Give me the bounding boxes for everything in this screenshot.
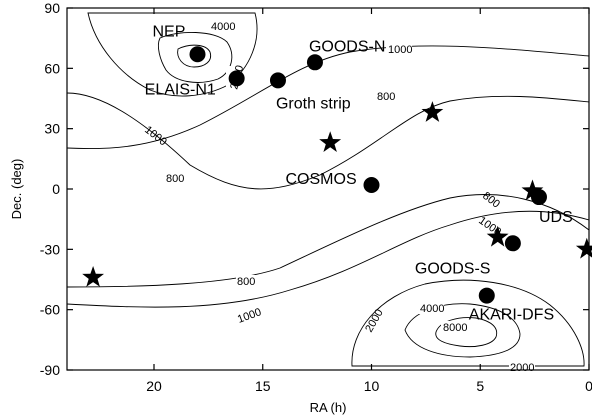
contour-label-800-north-right: 800 [377, 91, 395, 103]
contour-1000-south [67, 210, 589, 308]
contour-label-800-north-left: 800 [166, 173, 184, 185]
contour-label-800-south-right: 800 [480, 190, 502, 211]
y-tick-label: 90 [44, 0, 60, 16]
contour-label-8000-south: 8000 [443, 322, 467, 334]
contour-4000-north [157, 31, 233, 83]
field-markers [189, 46, 547, 304]
field-label: UDS [539, 209, 573, 226]
contour-label-2000-south-left: 2000 [363, 307, 386, 334]
contour-2000-south [351, 279, 585, 367]
contour-label-2000-south-bottom: 2000 [510, 362, 534, 374]
y-axis-label: Dec. (deg) [9, 159, 24, 220]
y-tick-label: 60 [44, 60, 60, 76]
field-label: ELAIS-N1 [145, 81, 216, 98]
star-marker [82, 266, 104, 287]
contour-8000-north [177, 44, 212, 68]
field-marker [189, 46, 206, 63]
star-marker [521, 179, 544, 201]
field-label: GOODS-S [415, 260, 491, 277]
field-label: GOODS-N [309, 38, 385, 55]
x-axis-label: RA (h) [310, 400, 347, 415]
star-marker [575, 237, 592, 259]
contour-label-1000-north-left: 1000 [142, 124, 169, 149]
field-marker [228, 70, 245, 87]
y-tick-label: 30 [44, 121, 60, 137]
contour-800-south [67, 194, 589, 288]
contour-4000-south [404, 303, 521, 358]
star-marker [319, 131, 342, 152]
x-tick-label: 0 [585, 378, 592, 394]
contour-label-800-south-left: 800 [237, 276, 255, 288]
contour-8000-south [435, 317, 498, 348]
contour-800-north [67, 92, 589, 190]
x-axis-ticks: 20 15 10 5 0 [146, 8, 592, 394]
x-tick-label: 20 [146, 378, 162, 394]
field-label: Groth strip [276, 95, 351, 112]
star-marker [421, 101, 444, 122]
contour-label-1000-north-right: 1000 [388, 44, 412, 56]
x-tick-label: 15 [255, 378, 271, 394]
field-label: AKARI-DFS [469, 307, 554, 324]
y-axis-ticks: 90 60 30 0 -30 -60 -90 [40, 0, 589, 378]
field-marker [478, 287, 495, 304]
x-tick-label: 10 [364, 378, 380, 394]
star-markers [82, 101, 592, 287]
field-marker [306, 54, 323, 71]
field-labels: NEP ELAIS-N1 GOODS-N Groth strip COSMOS UDS GO… [145, 23, 573, 323]
y-tick-label: -60 [40, 302, 60, 318]
field-marker [504, 235, 521, 252]
contour-2000-north [87, 12, 258, 97]
y-tick-label: -90 [40, 362, 60, 378]
field-marker [269, 72, 286, 89]
background-contours [67, 12, 589, 367]
field-label: COSMOS [286, 171, 357, 188]
field-label: NEP [153, 23, 186, 40]
contour-1000-north [67, 45, 589, 150]
field-marker [363, 176, 380, 193]
y-tick-label: -30 [40, 241, 60, 257]
field-marker [530, 189, 547, 206]
contour-label-1000-south-left: 1000 [236, 306, 263, 326]
y-tick-label: 0 [52, 181, 60, 197]
contour-label-4000-north: 4000 [211, 21, 235, 33]
contour-label-4000-south: 4000 [420, 303, 444, 315]
x-tick-label: 5 [476, 378, 484, 394]
star-marker [486, 225, 509, 247]
